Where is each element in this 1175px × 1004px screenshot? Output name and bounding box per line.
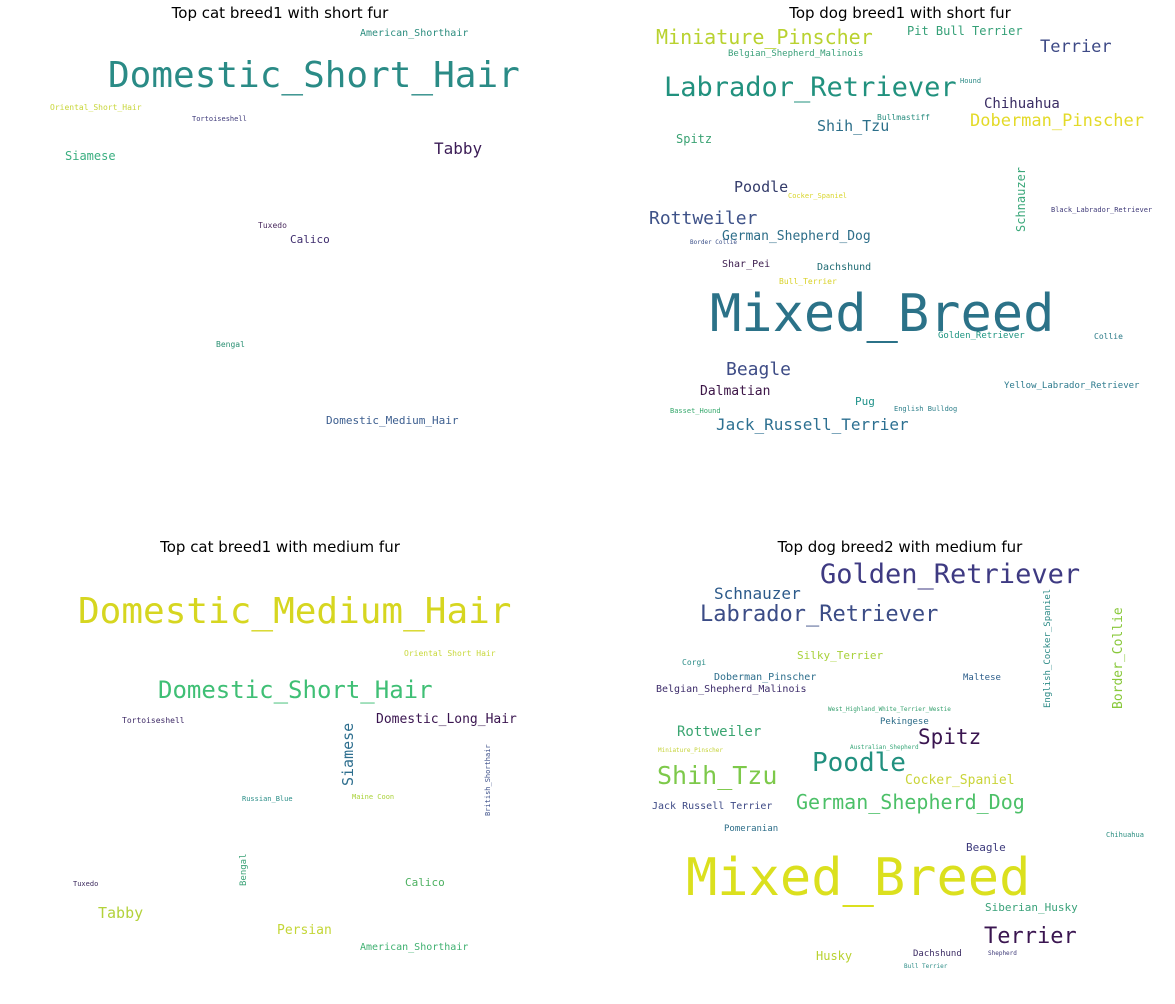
cloud-word: German_Shepherd_Dog xyxy=(796,790,1025,814)
cloud-word: Oriental_Short_Hair xyxy=(50,103,142,112)
cloud-word: Bull Terrier xyxy=(904,963,948,970)
cloud-word: Rottweiler xyxy=(677,724,762,740)
cloud-word: Yellow_Labrador_Retriever xyxy=(1004,381,1140,391)
cloud-word: Calico xyxy=(290,233,330,246)
cloud-word: Tuxedo xyxy=(73,880,99,888)
cloud-word: Dalmatian xyxy=(700,384,771,399)
cloud-word: Bengal xyxy=(216,340,245,349)
cloud-word: English Bulldog xyxy=(894,405,958,413)
cloud-word: Shih_Tzu xyxy=(817,117,890,135)
cloud-word: American_Shorthair xyxy=(360,942,469,953)
cloud-word: Siamese xyxy=(65,149,116,163)
cloud-word: Shar_Pei xyxy=(722,259,771,270)
cloud-word: Pekingese xyxy=(880,717,929,727)
cloud-word: Tabby xyxy=(434,139,483,158)
cloud-word: Bengal xyxy=(239,853,249,886)
cloud-word: Cocker_Spaniel xyxy=(905,773,1015,788)
cloud-word: Poodle xyxy=(812,748,906,778)
cloud-word: Beagle xyxy=(726,359,792,380)
cloud-word: Shih_Tzu xyxy=(657,761,778,790)
cloud-word: Belgian_Shepherd_Malinois xyxy=(728,49,864,59)
panel-title: Top cat breed1 with medium fur xyxy=(160,538,400,556)
cloud-word: Tortoiseshell xyxy=(192,115,247,123)
cloud-word: Domestic_Long_Hair xyxy=(376,712,517,727)
cloud-word: Dachshund xyxy=(817,262,872,273)
cloud-word: Poodle xyxy=(734,178,789,196)
cloud-word: Tabby xyxy=(98,904,144,922)
cloud-word: Black_Labrador_Retriever xyxy=(1051,206,1153,214)
cloud-word: Russian_Blue xyxy=(242,795,293,803)
cloud-word: American_Shorthair xyxy=(360,28,469,39)
cloud-word: Spitz xyxy=(676,132,713,146)
cloud-word: Schnauzer xyxy=(1014,166,1028,232)
cloud-word: Terrier xyxy=(1040,37,1112,57)
cloud-word: Doberman_Pinscher xyxy=(714,672,817,683)
cloud-word: Siamese xyxy=(339,722,357,786)
cloud-word: Bull_Terrier xyxy=(779,277,837,286)
wordcloud-panel-cat-medium: Top cat breed1 with medium fur Domestic_… xyxy=(0,534,560,1004)
cloud-word: Pug xyxy=(855,395,875,408)
cloud-word: German_Shepherd_Dog xyxy=(722,229,871,244)
cloud-word: Hound xyxy=(960,77,982,85)
cloud-word: Tuxedo xyxy=(258,221,287,230)
cloud-word: Beagle xyxy=(966,841,1006,854)
cloud-word: Domestic_Short_Hair xyxy=(158,676,433,704)
wordcloud-panel-dog-medium: Top dog breed2 with medium fur Golden_Re… xyxy=(620,534,1175,1004)
cloud-word: Mixed_Breed xyxy=(686,848,1031,908)
wordcloud: Domestic_Medium_Hair Domestic_Short_Hair… xyxy=(0,564,560,1004)
cloud-word: Pit Bull Terrier xyxy=(907,24,1023,38)
cloud-word: Shepherd xyxy=(988,950,1017,957)
cloud-word: English_Cocker_Spaniel xyxy=(1043,588,1053,708)
cloud-word: Domestic_Short_Hair xyxy=(108,55,520,96)
panel-title: Top cat breed1 with short fur xyxy=(171,4,389,22)
cloud-word: Dachshund xyxy=(913,949,962,959)
cloud-word: Doberman_Pinscher xyxy=(970,111,1144,131)
cloud-word: Chihuahua xyxy=(984,96,1060,112)
cloud-word: Mixed_Breed xyxy=(710,284,1055,344)
cloud-word: Corgi xyxy=(682,658,707,667)
cloud-word: Maltese xyxy=(963,673,1001,683)
cloud-word: Australian_Shepherd xyxy=(850,744,919,751)
cloud-word: British_Shorthair xyxy=(484,744,492,816)
wordcloud: Miniature_Pinscher Pit Bull Terrier Terr… xyxy=(620,25,1175,470)
cloud-word: Rottweiler xyxy=(649,208,758,229)
wordcloud-panel-dog-short: Top dog breed1 with short fur Miniature_… xyxy=(620,0,1175,470)
cloud-word: Terrier xyxy=(984,924,1077,949)
cloud-word: Domestic_Medium_Hair xyxy=(78,591,512,632)
cloud-word: West_Highland_White_Terrier_Westie xyxy=(828,706,951,713)
cloud-word: Golden_Retriever xyxy=(938,331,1025,341)
cloud-word: Labrador_Retriever xyxy=(700,602,939,627)
cloud-word: Miniature_Pinscher xyxy=(656,25,873,49)
cloud-word: Schnauzer xyxy=(714,584,801,603)
wordcloud: Golden_Retriever Schnauzer Labrador_Retr… xyxy=(620,559,1175,1004)
wordcloud: Domestic_Short_Hair American_Shorthair T… xyxy=(0,28,560,470)
cloud-word: Labrador_Retriever xyxy=(664,72,957,103)
panel-title: Top dog breed2 with medium fur xyxy=(777,538,1023,556)
cloud-word: Border Collie xyxy=(690,239,737,246)
cloud-word: Golden_Retriever xyxy=(820,559,1081,590)
cloud-word: Miniature_Pinscher xyxy=(658,747,724,754)
cloud-word: Cocker_Spaniel xyxy=(788,192,848,200)
cloud-word: Pomeranian xyxy=(724,824,779,834)
cloud-word: Domestic_Medium_Hair xyxy=(326,414,459,427)
cloud-word: Belgian_Shepherd_Malinois xyxy=(656,684,807,695)
cloud-word: Spitz xyxy=(918,725,982,749)
cloud-word: Tortoiseshell xyxy=(122,716,185,725)
cloud-word: Persian xyxy=(277,923,332,938)
cloud-word: Jack_Russell_Terrier xyxy=(716,415,909,434)
cloud-word: Maine Coon xyxy=(352,793,395,801)
cloud-word: Bullmastiff xyxy=(877,113,930,122)
wordcloud-panel-cat-short: Top cat breed1 with short fur Domestic_S… xyxy=(0,0,560,470)
cloud-word: Oriental Short Hair xyxy=(404,649,496,658)
cloud-word: Husky xyxy=(816,949,853,963)
cloud-word: Basset_Hound xyxy=(670,407,721,415)
cloud-word: Chihuahua xyxy=(1106,831,1144,839)
panel-title: Top dog breed1 with short fur xyxy=(789,4,1011,22)
cloud-word: Siberian_Husky xyxy=(985,901,1078,914)
cloud-word: Silky_Terrier xyxy=(797,649,884,662)
cloud-word: Calico xyxy=(405,876,445,889)
cloud-word: Jack Russell Terrier xyxy=(652,801,773,812)
cloud-word: Collie xyxy=(1094,332,1123,341)
cloud-word: Border_Collie xyxy=(1111,607,1126,709)
